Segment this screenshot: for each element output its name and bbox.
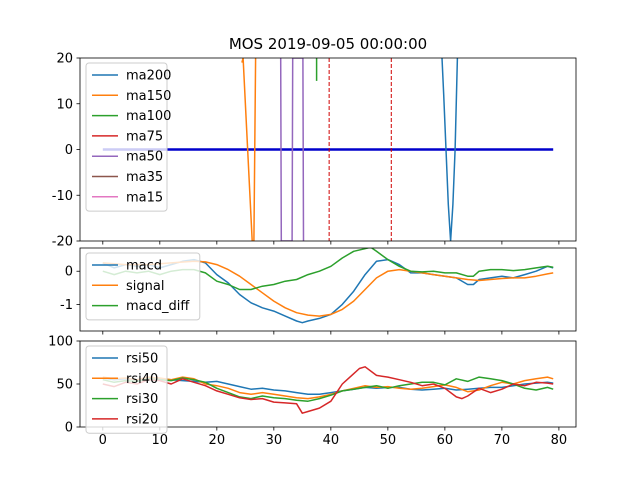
series-line-ma200: [441, 58, 459, 241]
y-tick-label: 10: [56, 97, 73, 112]
y-tick-label: 20: [56, 52, 73, 67]
x-tick-label: 0: [99, 433, 107, 448]
legend-label-macd_diff: macd_diff: [126, 299, 190, 314]
legend-label-ma100: ma100: [126, 109, 171, 124]
legend-label-ma75: ma75: [126, 129, 163, 144]
x-tick-label: 20: [209, 433, 226, 448]
y-tick-label: 50: [56, 378, 73, 393]
legend-label-rsi20: rsi20: [126, 412, 158, 427]
legend-box: [85, 345, 168, 434]
axes-frame-1: [79, 247, 577, 332]
legend-box: [85, 62, 168, 212]
x-tick-label: 10: [152, 433, 169, 448]
legend-label-rsi40: rsi40: [126, 372, 158, 387]
series-line-rsi30: [102, 376, 554, 402]
x-tick-label: 70: [494, 433, 511, 448]
plot-area-0: [102, 58, 554, 241]
panel-2: 0 50 100 0 10 20 30 40 50 60 70 80 rsi50 rsi40 rsi30 rs…: [48, 335, 577, 448]
y-tick-label: 0: [65, 143, 73, 158]
legend-box: [85, 252, 201, 321]
legend-label-ma15: ma15: [126, 190, 163, 205]
y-tick-label: -10: [52, 189, 73, 204]
legend-label-ma35: ma35: [126, 170, 163, 185]
legend-label-signal: signal: [126, 279, 164, 294]
y-tick-label: -1: [60, 298, 73, 313]
plot-area-2: [102, 366, 554, 414]
series-line-signal: [102, 260, 554, 317]
x-tick-label: 50: [380, 433, 397, 448]
legend-label-rsi50: rsi50: [126, 352, 158, 367]
x-tick-label: 30: [266, 433, 283, 448]
legend-label-ma200: ma200: [126, 69, 171, 84]
x-tick-label: 40: [323, 433, 340, 448]
legend-label-rsi30: rsi30: [126, 392, 158, 407]
legend-label-macd: macd: [126, 259, 162, 274]
x-tick-label: 80: [551, 433, 568, 448]
series-line-ma150: [241, 58, 257, 241]
panel-1: -1 0 macd signal macd_diff: [60, 247, 577, 335]
x-tick-label: 60: [437, 433, 454, 448]
legend-label-ma150: ma150: [126, 89, 171, 104]
y-tick-label: -20: [52, 235, 73, 250]
chart-title: MOS 2019-09-05 00:00:00: [229, 35, 427, 53]
series-line-rsi20: [102, 366, 554, 414]
y-tick-label: 0: [65, 421, 73, 436]
panel-0: -20 -10 0 10 20 MOS 2019-09-05 00:00:00 ma200 m…: [52, 35, 577, 250]
y-tick-label: 100: [48, 335, 73, 350]
series-line-ma50: [279, 58, 305, 241]
y-tick-label: 0: [65, 265, 73, 280]
series-line-rsi40: [102, 376, 554, 400]
legend-label-ma50: ma50: [126, 150, 163, 165]
